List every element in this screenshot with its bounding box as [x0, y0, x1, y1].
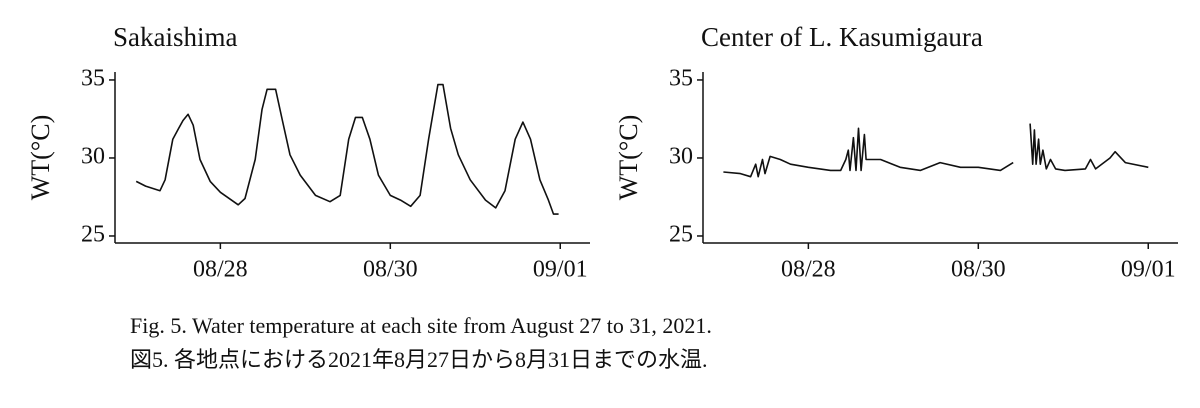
y-tick-label: 35 [81, 65, 105, 91]
caption-jp: 図5. 各地点における2021年8月27日から8月31日までの水温. [130, 347, 708, 372]
data-line [135, 83, 559, 215]
data-line [723, 127, 1014, 178]
chart-title: Center of L. Kasumigaura [701, 22, 983, 52]
x-tick-label: 09/01 [1121, 257, 1176, 283]
x-tick-label: 08/28 [781, 257, 836, 283]
caption-en: Fig. 5. Water temperature at each site f… [130, 313, 712, 338]
y-tick-label: 35 [669, 65, 693, 91]
x-tick-label: 08/30 [363, 257, 418, 283]
y-tick-label: 30 [669, 143, 693, 169]
x-tick-label: 08/30 [951, 257, 1006, 283]
y-tick-label: 25 [669, 221, 693, 247]
y-tick-label: 30 [81, 143, 105, 169]
y-axis-label: WT(°C) [26, 115, 55, 200]
x-tick-label: 08/28 [193, 257, 248, 283]
y-axis-label: WT(°C) [614, 115, 643, 200]
y-tick-label: 25 [81, 221, 105, 247]
x-tick-label: 09/01 [533, 257, 588, 283]
data-line [1029, 123, 1149, 172]
chart-title: Sakaishima [113, 22, 237, 52]
